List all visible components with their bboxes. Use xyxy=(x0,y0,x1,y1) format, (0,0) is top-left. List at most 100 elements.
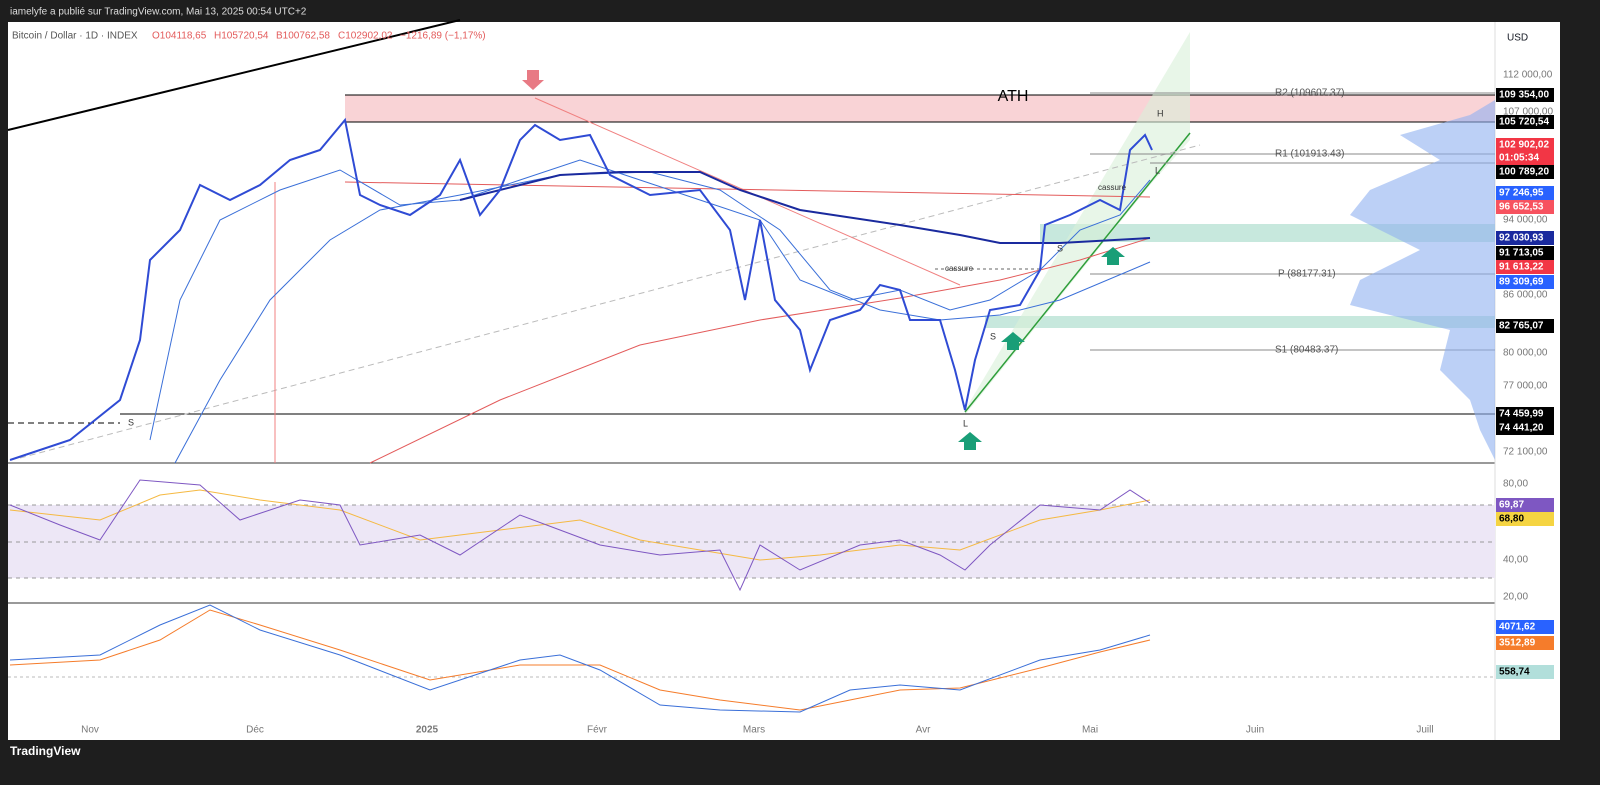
price-tick: 77 000,00 xyxy=(1503,381,1548,392)
price-badge xyxy=(1496,665,1554,679)
rsi-line xyxy=(9,479,1151,592)
annotation: cassure xyxy=(945,264,974,273)
time-label: Déc xyxy=(246,725,264,736)
price-badge xyxy=(1496,512,1554,526)
price-badge-label: 74 441,20 xyxy=(1499,423,1544,434)
price-tick: 94 000,00 xyxy=(1503,215,1548,226)
brand: TradingView xyxy=(10,744,81,758)
annotation: S1 (80483.37) xyxy=(1275,345,1338,356)
time-label: Juill xyxy=(1416,725,1433,736)
annotation: cassure xyxy=(1098,183,1127,192)
annotation: S xyxy=(128,417,134,427)
trendline xyxy=(19,144,1201,459)
price-badge xyxy=(1496,246,1554,260)
ohlc-high: H105720,54 xyxy=(214,31,269,42)
price-badge xyxy=(1496,186,1554,200)
time-label: Févr xyxy=(587,725,608,736)
price-badge-label: 100 789,20 xyxy=(1499,167,1549,178)
vwap xyxy=(459,171,1151,244)
price-badge-label: 74 459,99 xyxy=(1499,409,1544,420)
price-badge-label: 89 309,69 xyxy=(1499,277,1544,288)
currency: USD xyxy=(1507,33,1528,44)
time-label: Mars xyxy=(743,725,765,736)
arrow xyxy=(958,432,982,450)
price-badge-label: 68,80 xyxy=(1499,514,1524,525)
price-tick: 107 000,00 xyxy=(1503,107,1553,118)
arrow xyxy=(1001,332,1025,350)
symbol: Bitcoin / Dollar · 1D · INDEX xyxy=(12,31,138,42)
ohlc-change: −1216,89 (−1,17%) xyxy=(400,31,486,42)
annotation: L xyxy=(1155,165,1160,175)
rsi-tick: 80,00 xyxy=(1503,479,1528,490)
price-badge-label: 01:05:34 xyxy=(1499,153,1539,164)
annotation: L xyxy=(963,418,968,428)
price-tick: 86 000,00 xyxy=(1503,290,1548,301)
price-badge-label: 105 720,54 xyxy=(1499,117,1549,128)
price-badge xyxy=(1496,319,1554,333)
price-path xyxy=(9,117,1153,461)
price-badge-label: 97 246,95 xyxy=(1499,188,1544,199)
annotation: P (88177.31) xyxy=(1278,269,1336,280)
price-badge-label: 91 713,05 xyxy=(1499,248,1544,259)
support-zone xyxy=(985,316,1495,328)
time-label: 2025 xyxy=(416,725,439,736)
price-tick: 112 000,00 xyxy=(1503,70,1553,81)
annotation: S xyxy=(990,331,996,341)
arrow xyxy=(1101,247,1125,265)
annotation: S xyxy=(1057,243,1063,253)
moving-average xyxy=(369,237,1151,464)
price-badge xyxy=(1496,636,1554,650)
price-badge xyxy=(1496,115,1554,129)
time-label: Mai xyxy=(1082,725,1098,736)
price-badge xyxy=(1496,231,1554,245)
price-badge-label: 558,74 xyxy=(1499,667,1530,678)
price-badge xyxy=(1496,88,1554,102)
moving-average xyxy=(174,171,1151,464)
price-badge-label: 4071,62 xyxy=(1499,622,1536,633)
price-badge xyxy=(1496,200,1554,214)
price-badge xyxy=(1496,498,1554,512)
channel xyxy=(965,32,1190,415)
rsi-tick: 20,00 xyxy=(1503,592,1528,603)
ath-zone xyxy=(345,95,1495,122)
price-badge xyxy=(1496,138,1554,152)
time-label: Nov xyxy=(81,725,99,736)
trendline xyxy=(964,132,1191,413)
price-tick: 72 100,00 xyxy=(1503,447,1548,458)
rsi-band xyxy=(8,505,1495,578)
price-badge xyxy=(1496,151,1554,165)
macd-line xyxy=(9,604,1151,713)
price-badge-label: 3512,89 xyxy=(1499,638,1536,649)
time-label: Juin xyxy=(1246,725,1264,736)
publisher: iamelyfe a publié sur TradingView.com, M… xyxy=(10,7,307,18)
annotation: H xyxy=(1157,108,1164,118)
arrow xyxy=(522,70,544,90)
volume-profile xyxy=(1350,100,1495,460)
price-tick: 80 000,00 xyxy=(1503,348,1548,359)
rsi-tick: 40,00 xyxy=(1503,555,1528,566)
price-badge-label: 69,87 xyxy=(1499,500,1524,511)
price-badge xyxy=(1496,260,1554,274)
price-badge xyxy=(1496,421,1554,435)
rsi-ma xyxy=(9,489,1151,561)
trendline xyxy=(7,19,461,131)
price-badge-label: 92 030,93 xyxy=(1499,233,1544,244)
footer xyxy=(0,740,1600,785)
chart-area xyxy=(8,22,1560,740)
annotation: ATH xyxy=(998,88,1029,105)
level-line xyxy=(344,181,1151,198)
ohlc-open: O104118,65 xyxy=(152,31,207,42)
price-badge-label: 102 902,02 xyxy=(1499,140,1549,151)
price-badge xyxy=(1496,407,1554,421)
annotation: R1 (101913.43) xyxy=(1275,149,1345,160)
price-badge xyxy=(1496,620,1554,634)
price-badge-label: 109 354,00 xyxy=(1499,90,1549,101)
ohlc-close: C102902,02 xyxy=(338,31,393,42)
annotation: R2 (109607.37) xyxy=(1275,88,1345,99)
price-badge xyxy=(1496,165,1554,179)
price-badge-label: 82 765,07 xyxy=(1499,321,1544,332)
price-badge xyxy=(1496,275,1554,289)
price-badge-label: 91 613,22 xyxy=(1499,262,1544,273)
time-label: Avr xyxy=(916,725,931,736)
